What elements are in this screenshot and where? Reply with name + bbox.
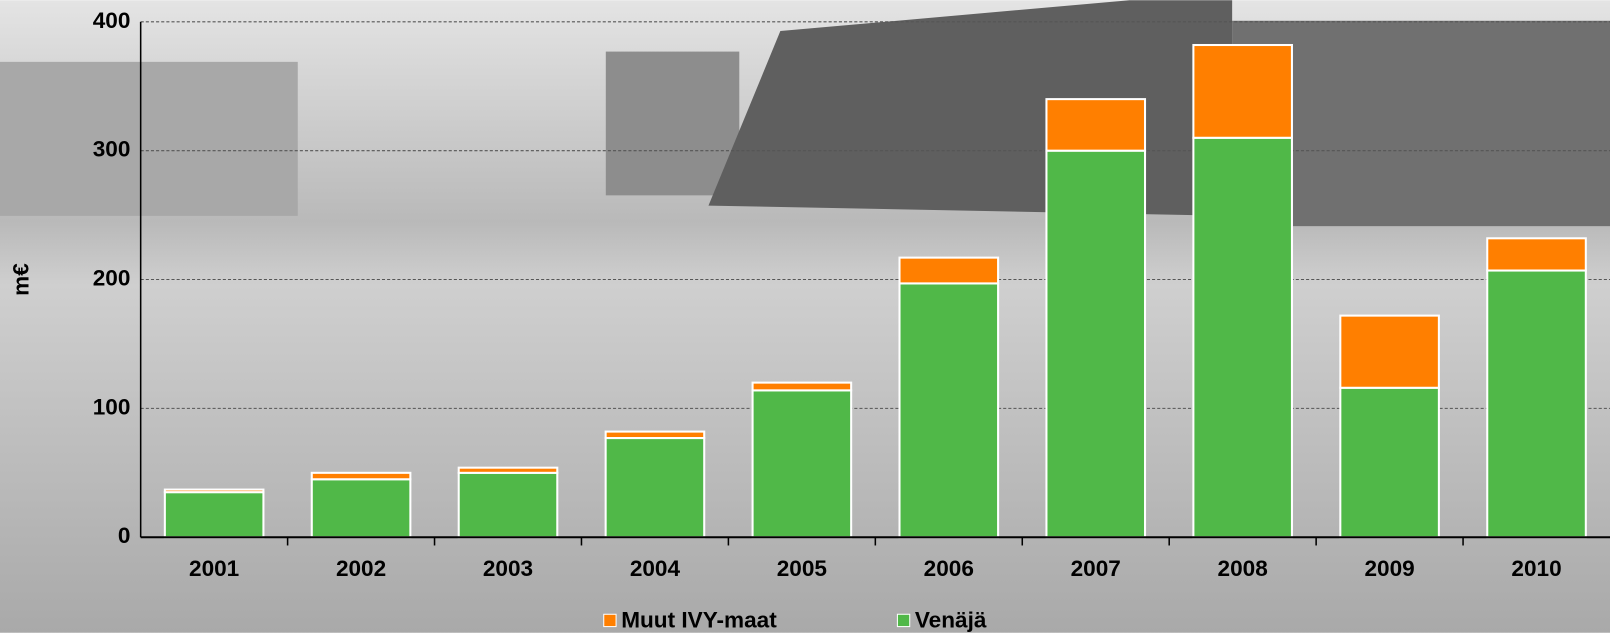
bar-segment bbox=[459, 473, 558, 537]
background-building bbox=[0, 62, 298, 216]
y-tick-label: 200 bbox=[93, 266, 131, 291]
x-tick-label: 2003 bbox=[483, 556, 533, 581]
x-tick-label: 2008 bbox=[1218, 556, 1268, 581]
bar-segment bbox=[1193, 45, 1292, 138]
legend-label: Venäjä bbox=[915, 607, 987, 632]
legend-swatch bbox=[897, 614, 909, 626]
bar-segment bbox=[1193, 138, 1292, 537]
y-tick-label: 300 bbox=[93, 137, 131, 162]
x-tick-label: 2005 bbox=[777, 556, 827, 581]
background-trees bbox=[708, 0, 1232, 216]
x-tick-label: 2001 bbox=[189, 556, 239, 581]
chart: m€ 0 100 200 300 400 2001 2002 2003 2004 2005 2006… bbox=[0, 0, 1610, 633]
bar-segment bbox=[753, 390, 852, 537]
x-tick-label: 2010 bbox=[1511, 556, 1561, 581]
bar-segment bbox=[1487, 238, 1586, 270]
x-tick-label: 2002 bbox=[336, 556, 386, 581]
legend-swatch bbox=[604, 614, 616, 626]
bar-segment bbox=[312, 473, 411, 479]
page: {"chart_data": {"type": "bar", "stacked"… bbox=[0, 0, 1610, 633]
bar-segment bbox=[753, 383, 852, 391]
legend-label: Muut IVY-maat bbox=[621, 607, 777, 632]
bar-segment bbox=[165, 492, 264, 537]
bar-segment bbox=[900, 283, 999, 537]
y-tick-label: 400 bbox=[93, 8, 131, 33]
bar-segment bbox=[1046, 99, 1145, 151]
bar-segment bbox=[165, 490, 264, 493]
y-axis-label: m€ bbox=[9, 263, 34, 296]
bar-segment bbox=[459, 468, 558, 473]
bar-segment bbox=[1340, 316, 1439, 388]
x-tick-label: 2007 bbox=[1071, 556, 1121, 581]
bar-segment bbox=[606, 438, 705, 537]
x-tick-label: 2006 bbox=[924, 556, 974, 581]
bar-segment bbox=[1340, 388, 1439, 537]
bar-segment bbox=[312, 479, 411, 537]
bar-segment bbox=[1487, 271, 1586, 538]
bar-segment bbox=[900, 258, 999, 284]
background-building bbox=[606, 52, 739, 196]
bar-segment bbox=[606, 432, 705, 438]
y-tick-label: 0 bbox=[118, 523, 131, 548]
y-tick-label: 100 bbox=[93, 394, 131, 419]
x-tick-label: 2009 bbox=[1364, 556, 1414, 581]
bar-segment bbox=[1046, 151, 1145, 538]
x-tick-label: 2004 bbox=[630, 556, 681, 581]
